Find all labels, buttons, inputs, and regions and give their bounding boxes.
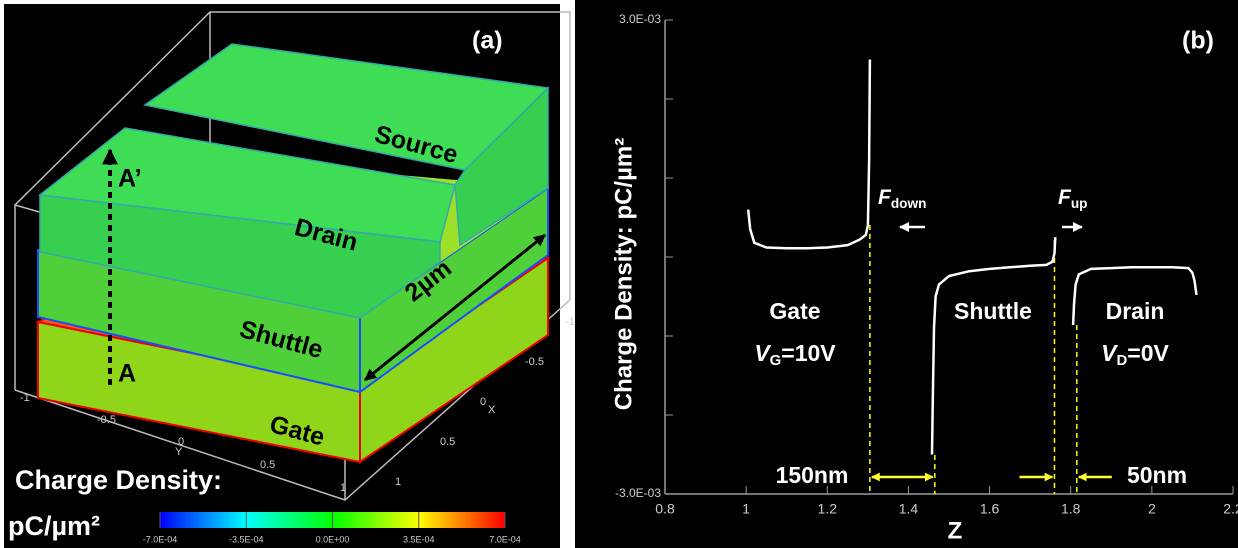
x-tick-label: 0.5 bbox=[440, 436, 455, 448]
annotation: 50nm bbox=[1127, 462, 1187, 488]
colorbar-title: Charge Density: bbox=[15, 465, 222, 495]
annotation: 150nm bbox=[776, 462, 849, 488]
y-tick-label: 3.0E-03 bbox=[619, 12, 661, 26]
y-tick-label: 1 bbox=[340, 482, 346, 494]
y-tick-label: -3.0E-03 bbox=[615, 486, 661, 500]
x-tick-label: -0.5 bbox=[525, 356, 544, 368]
x-tick-label: -1 bbox=[565, 316, 575, 328]
panel-label: (b) bbox=[1182, 27, 1214, 55]
annotation-rest: =10V bbox=[781, 340, 836, 366]
colorbar-tick-label: 0.0E+00 bbox=[316, 534, 350, 544]
x-axis-label: Z bbox=[948, 517, 963, 544]
x-tick-label: 2 bbox=[1148, 501, 1156, 517]
x-tick-label: 1.6 bbox=[980, 501, 1000, 517]
annotation-sub: G bbox=[770, 352, 782, 369]
annotation-sub: up bbox=[1071, 196, 1088, 211]
figure: (a) Source Drain Shuttle Gate A’ A 2µm Y… bbox=[0, 0, 1238, 548]
colorbar-tick-label: 7.0E-04 bbox=[489, 534, 521, 544]
x-tick-label: 1 bbox=[395, 476, 401, 488]
x-tick-label: 0.8 bbox=[655, 501, 675, 517]
x-tick-label: 1 bbox=[742, 501, 750, 517]
y-tick-label: 0 bbox=[178, 436, 184, 448]
annotation: VD=0V bbox=[1101, 340, 1169, 369]
annotation: Drain bbox=[1106, 298, 1165, 324]
point-label: A’ bbox=[118, 165, 142, 193]
annotation-sub: D bbox=[1116, 352, 1127, 369]
axis-label: X bbox=[488, 404, 496, 416]
x-tick-label: 1.8 bbox=[1061, 501, 1081, 517]
y-tick-label: -0.5 bbox=[97, 414, 116, 426]
annotation: Shuttle bbox=[954, 298, 1032, 324]
x-tick-label: 1.4 bbox=[899, 501, 919, 517]
colorbar-unit: pC/µm² bbox=[8, 511, 100, 541]
colorbar-tick-label: -3.5E-04 bbox=[229, 534, 264, 544]
y-tick-label: 0.5 bbox=[260, 459, 275, 471]
colorbar-tick-label: 3.5E-04 bbox=[403, 534, 435, 544]
y-axis-label: Charge Density: pC/µm² bbox=[610, 138, 637, 411]
annotation-sub: down bbox=[891, 196, 927, 211]
annotation: Gate bbox=[769, 298, 820, 324]
panel-label: (a) bbox=[472, 27, 503, 55]
x-tick-label: 2.2 bbox=[1223, 501, 1238, 517]
page: {"panel_a": {"label": "(a)", "blocks": [… bbox=[0, 0, 1238, 548]
y-tick-label: -1 bbox=[20, 392, 30, 404]
x-tick-label: 0 bbox=[480, 396, 486, 408]
annotation: VG=10V bbox=[754, 340, 836, 369]
point-label: A bbox=[118, 360, 136, 388]
x-tick-label: 1.2 bbox=[818, 501, 838, 517]
annotation-rest: =0V bbox=[1127, 340, 1169, 366]
colorbar-tick-label: -7.0E-04 bbox=[143, 534, 178, 544]
